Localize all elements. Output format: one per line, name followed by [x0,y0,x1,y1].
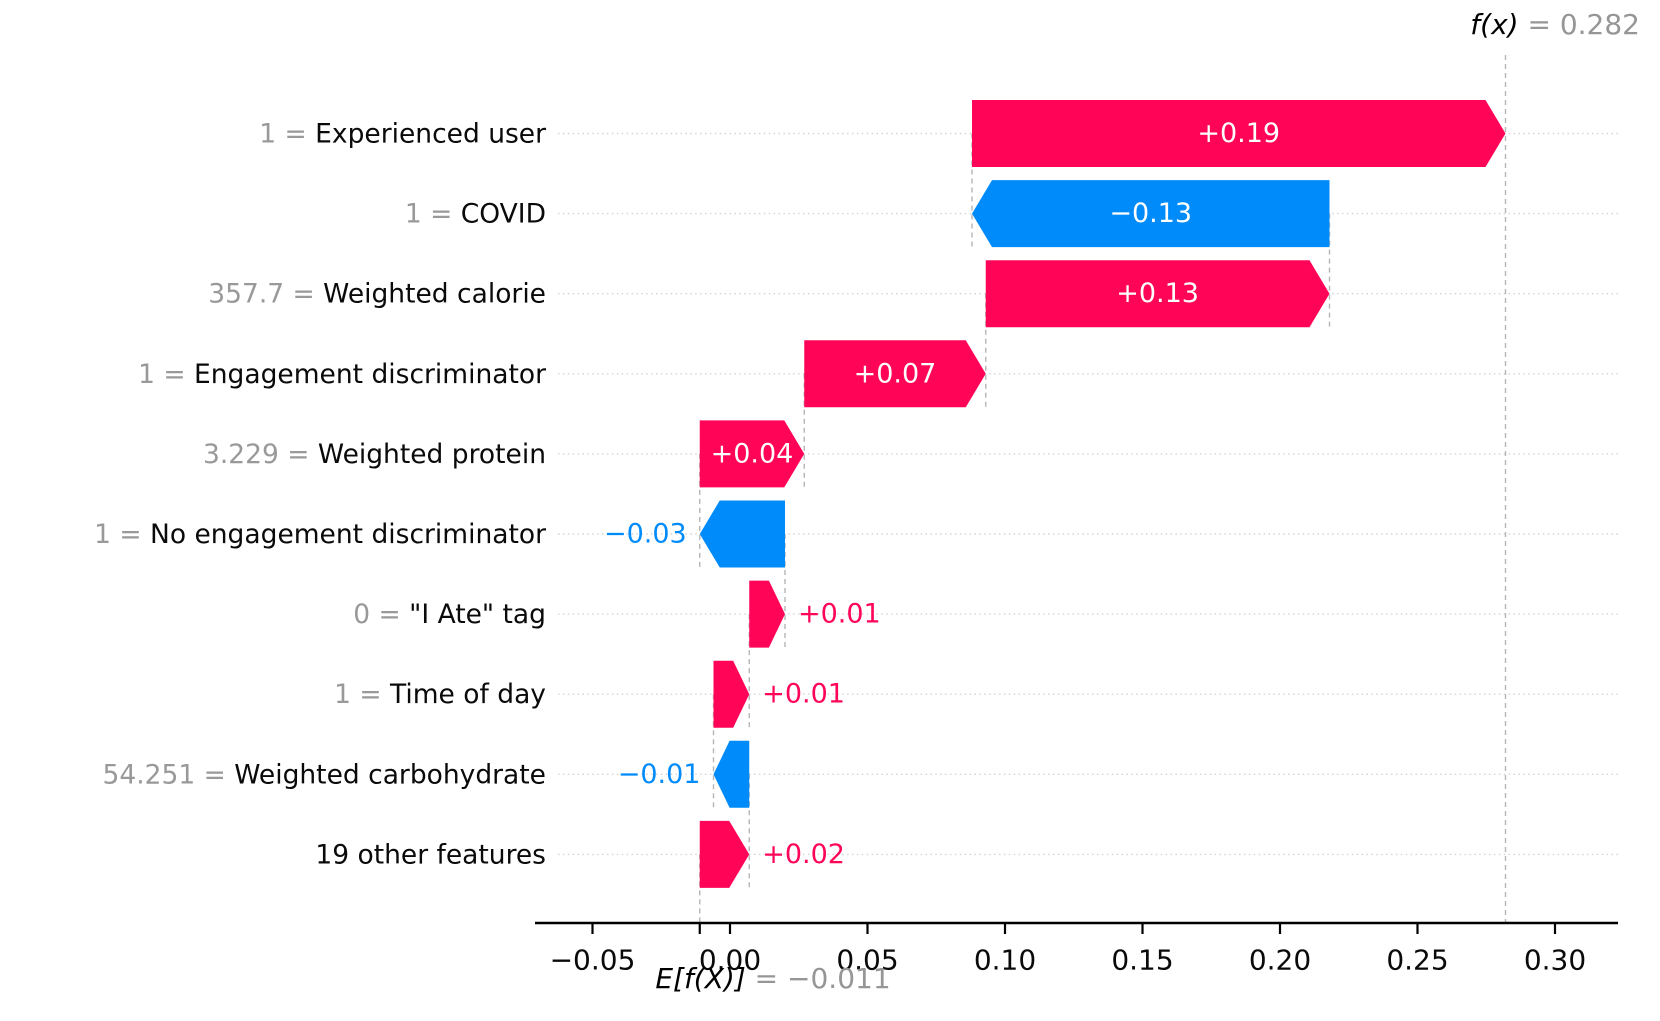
x-axis-tick-label: 0.30 [1524,944,1586,977]
bar-value-label: +0.04 [711,438,794,469]
x-axis-tick-label: 0.15 [1111,944,1173,977]
bar-value-label: +0.02 [762,839,845,870]
x-axis-tick-label: 0.05 [836,944,898,977]
expected-value-annotation: E[f(X)] = −0.011 [655,962,890,996]
positive-shap-bar [749,580,785,648]
x-axis-group: −0.05 0.00 0.05 0.10 0.15 0.20 0.25 0.30 [535,921,1618,977]
bar-value-label: −0.03 [604,519,687,550]
positive-shap-bar [985,260,1330,328]
feature-label: 54.251 = Weighted carbohydrate [102,759,546,790]
feature-label: 19 other features [315,839,546,870]
negative-shap-bar [699,500,785,568]
negative-shap-bar [713,740,750,808]
bar-value-labels-group: +0.19 −0.13 +0.13 +0.07 +0.04 −0.03 +0.01 +0.01… [604,118,1280,870]
ef-value: = −0.011 [745,962,891,995]
positive-shap-bar [713,660,750,728]
bar-value-label: +0.13 [1116,278,1199,309]
bar-value-label: +0.01 [798,599,881,630]
x-axis-tick-label: 0.20 [1249,944,1311,977]
bar-value-label: −0.01 [618,759,701,790]
positive-shap-bar [972,100,1506,167]
fx-symbol: f(x) [1470,8,1519,41]
positive-shap-bar [804,340,986,408]
feature-label: 3.229 = Weighted protein [203,438,546,469]
bar-value-label: +0.07 [854,358,937,389]
fx-output-annotation: f(x) = 0.282 [1470,8,1640,42]
ef-symbol: E[f(X)] [655,962,746,995]
feature-label: 1 = Time of day [334,679,546,710]
x-axis-tick-label: 0.10 [974,944,1036,977]
fx-value: = 0.282 [1518,8,1640,41]
bar-value-label: +0.19 [1197,118,1280,149]
feature-labels-group: 1 = Experienced user 1 = COVID 357.7 = Wei… [94,118,546,870]
x-axis-tick-label: −0.05 [550,944,636,977]
positive-shap-bar [699,820,750,888]
feature-label: 0 = "I Ate" tag [353,599,546,630]
bar-value-label: +0.01 [762,679,845,710]
bar-value-label: −0.13 [1109,198,1192,229]
feature-label: 1 = COVID [405,198,546,229]
x-axis-tick-label: 0.25 [1386,944,1448,977]
feature-label: 1 = Experienced user [259,118,546,149]
negative-shap-bar [972,180,1330,248]
x-axis-tick-label: 0.00 [699,944,761,977]
positive-shap-bar [699,420,805,488]
bars-group [699,100,1506,888]
feature-label: 1 = Engagement discriminator [138,358,546,389]
feature-label: 357.7 = Weighted calorie [208,278,546,309]
feature-label: 1 = No engagement discriminator [94,519,546,550]
